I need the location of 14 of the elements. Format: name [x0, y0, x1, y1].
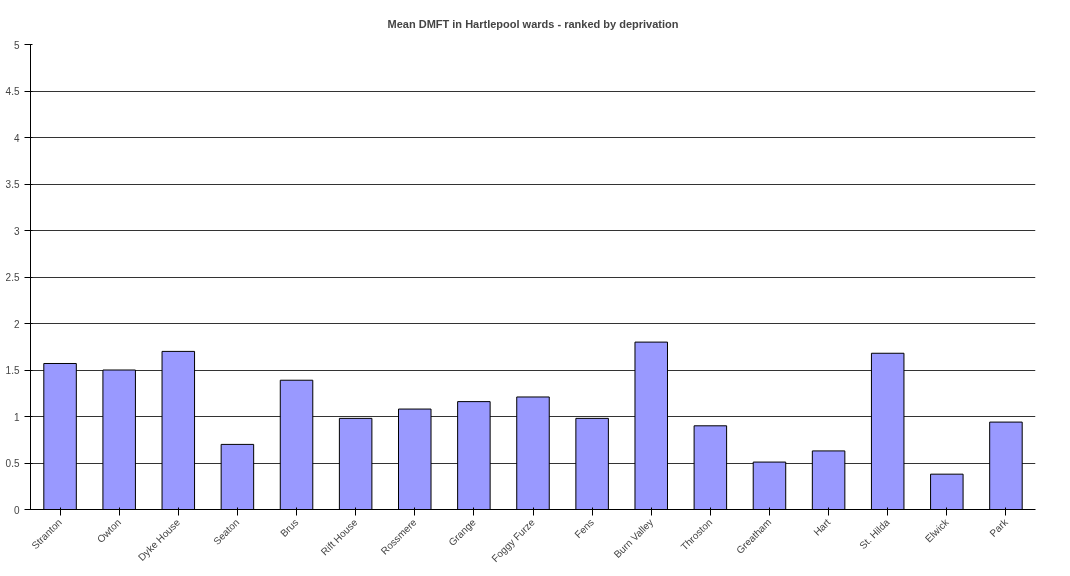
y-tick-label: 1	[13, 411, 20, 423]
chart-title: Mean DMFT in Hartlepool wards - ranked by deprivation	[387, 17, 679, 30]
y-tick-label: 4	[13, 132, 20, 144]
y-tick-label: 5	[13, 39, 20, 51]
y-tick-label: 3.5	[5, 179, 20, 190]
y-tick-label: 4.5	[5, 86, 20, 97]
y-tick-label: 2.5	[5, 272, 20, 283]
y-tick-label: 2	[13, 318, 20, 330]
x-tick-label: Hart	[811, 516, 833, 538]
y-tick-label: 1.5	[5, 365, 20, 376]
x-tick-label: Brus	[278, 516, 301, 539]
y-tick-label: 0	[13, 504, 20, 516]
y-tick-label: 0.5	[5, 458, 20, 469]
y-tick-label: 3	[13, 225, 20, 237]
